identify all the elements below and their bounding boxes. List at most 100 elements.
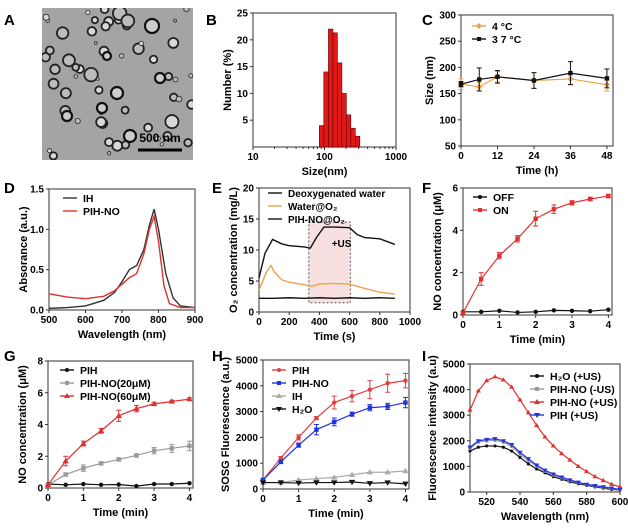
- data-point: [475, 388, 481, 393]
- y-tick-label: 20: [243, 184, 255, 195]
- nanoparticle: [62, 53, 76, 68]
- nanoparticle: [95, 101, 109, 115]
- legend-label: PIH (+US): [550, 410, 598, 422]
- x-tick-label: 3: [151, 493, 157, 504]
- series-line: [262, 401, 406, 481]
- panel-letter-f: F: [422, 180, 432, 197]
- nanoparticle: [143, 17, 161, 35]
- data-point: [168, 398, 175, 404]
- data-point: [531, 78, 537, 83]
- nanoparticle: [138, 40, 144, 46]
- data-point: [151, 448, 157, 453]
- legend-label: 3 7 °C: [492, 34, 522, 46]
- data-point: [533, 216, 538, 221]
- data-point: [542, 434, 548, 439]
- data-point: [492, 374, 498, 379]
- nanoparticle: [183, 138, 193, 148]
- data-point: [64, 393, 70, 398]
- x-tick-label: 600: [612, 497, 628, 508]
- series-1: [45, 440, 192, 488]
- nanoparticle: [42, 13, 50, 21]
- series-line: [469, 445, 621, 491]
- histogram-bar: [328, 28, 334, 148]
- chart-panel-e: +US 0 200 400 600 800 1000 0 5 10 15 20 Time (s) O₂ c…: [228, 184, 422, 344]
- data-point: [81, 465, 86, 471]
- data-point: [501, 445, 505, 449]
- data-point: [348, 471, 356, 478]
- x-tick-label: 0: [260, 494, 266, 505]
- data-point: [62, 457, 69, 464]
- x-tick-label: 10: [247, 152, 259, 163]
- data-point: [467, 445, 473, 450]
- series-0: [45, 481, 192, 489]
- panel-letter-h: H: [212, 348, 223, 365]
- y-tick-label: 8: [37, 357, 43, 368]
- data-point: [478, 208, 482, 212]
- histogram-bar: [341, 93, 347, 148]
- legend-label: ON: [493, 205, 509, 217]
- data-point: [533, 309, 538, 315]
- panel-letter-c: C: [422, 12, 433, 29]
- data-point: [510, 449, 514, 453]
- nanoparticle: [73, 74, 79, 79]
- series-line: [47, 445, 190, 486]
- data-point: [575, 480, 581, 485]
- y-tick-label: 1000: [236, 459, 259, 470]
- nanoparticle: [47, 148, 53, 154]
- nanoparticle: [175, 95, 183, 103]
- y-tick-label: 250: [439, 37, 456, 48]
- data-point: [567, 457, 573, 462]
- nanoparticle: [172, 76, 179, 83]
- histogram-bar: [337, 62, 343, 148]
- nanoparticle: [183, 8, 190, 13]
- data-point: [569, 308, 575, 313]
- data-point: [384, 469, 391, 475]
- nanoparticle: [101, 50, 113, 62]
- y-tick-label: 200: [439, 63, 456, 74]
- data-point: [295, 480, 302, 487]
- series-0: [260, 372, 408, 483]
- data-point: [296, 435, 301, 440]
- y-tick-label: 100: [439, 115, 456, 126]
- data-point: [133, 405, 140, 411]
- data-point: [526, 462, 530, 466]
- series-2: [259, 467, 409, 485]
- data-point: [65, 368, 69, 372]
- x-tick-label: 500: [41, 315, 58, 326]
- y-axis-label: Absorance (a.u.): [18, 206, 30, 293]
- data-point: [550, 472, 556, 477]
- y-axis-label: Size (nm): [424, 56, 436, 105]
- data-point: [551, 206, 557, 212]
- y-tick-label: 4000: [443, 385, 466, 396]
- data-point: [81, 481, 86, 487]
- data-point: [384, 480, 391, 486]
- data-point: [493, 444, 497, 448]
- nanoparticle: [47, 77, 60, 90]
- data-point: [525, 410, 531, 415]
- nanoparticle: [164, 114, 180, 130]
- y-tick-label: 4: [452, 226, 458, 237]
- y-axis-label: SOSG Fluorescence (a.u.): [220, 357, 232, 492]
- data-point: [468, 449, 472, 453]
- data-point: [525, 457, 531, 462]
- series-2: [467, 374, 623, 489]
- series-1: [468, 438, 622, 492]
- data-point: [534, 413, 540, 418]
- data-point: [277, 368, 281, 372]
- x-tick-label: 1000: [399, 317, 422, 328]
- x-axis-label: Time (s): [314, 331, 356, 343]
- y-tick-label: 300: [439, 11, 456, 22]
- y-tick-label: 1.0: [30, 225, 44, 236]
- chart-panel-f: 0 1 2 3 4 0 2 4 6 Time (min) NO concentration (μM)…: [432, 184, 613, 346]
- nanoparticle: [60, 109, 74, 123]
- nanoparticle: [162, 131, 173, 142]
- series-0: [48, 208, 196, 310]
- y-tick-label: 0.5: [30, 265, 44, 276]
- series-1: [258, 264, 395, 295]
- data-point: [559, 475, 565, 480]
- y-tick-label: 6: [452, 184, 458, 195]
- x-tick-label: 24: [528, 151, 540, 162]
- data-point: [606, 193, 611, 199]
- data-point: [517, 450, 523, 455]
- data-point: [403, 400, 408, 405]
